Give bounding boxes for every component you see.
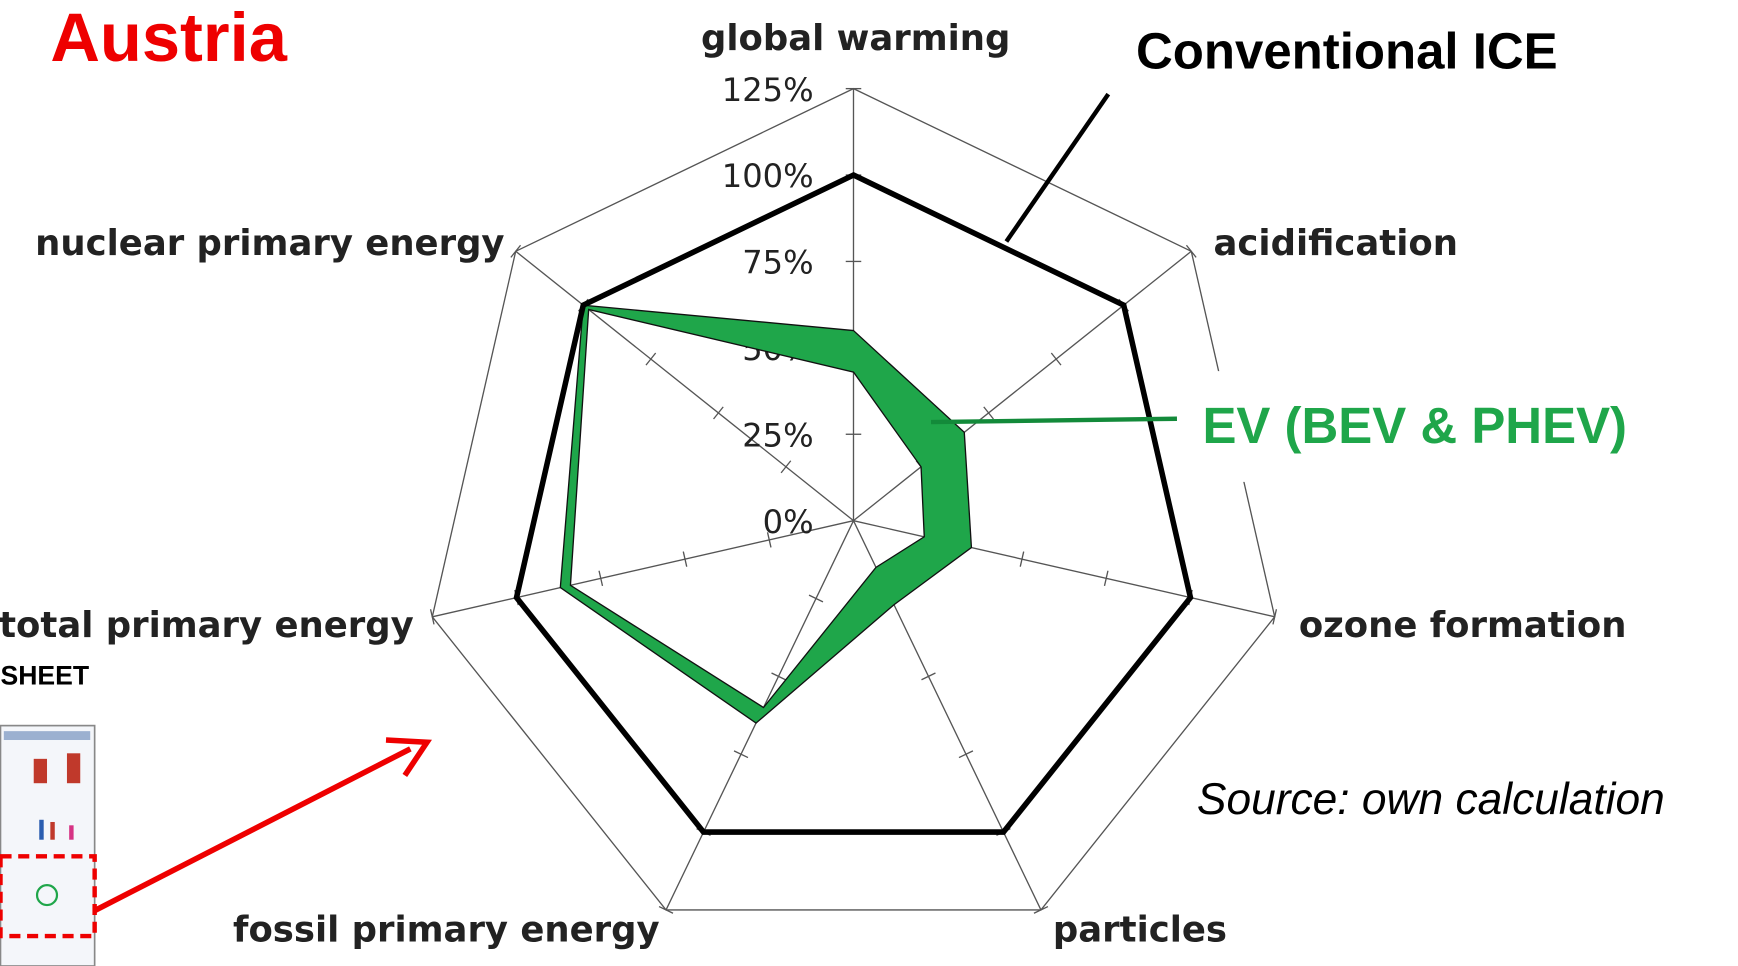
ev-pointer: [931, 416, 1177, 425]
label-backdrop: [1176, 371, 1738, 482]
radar-frame: [431, 87, 1276, 911]
y-tick-label: 25%: [742, 416, 813, 454]
tick-mark: [713, 406, 724, 420]
spoke: [853, 250, 1192, 522]
series-label: Conventional ICE: [1136, 23, 1558, 80]
category-label: total primary energy: [0, 605, 414, 646]
tick-mark: [1019, 551, 1025, 567]
tick-mark: [598, 570, 604, 587]
y-tick-label: 0%: [763, 503, 814, 541]
ice-line: [513, 171, 1194, 835]
category-label: fossil primary energy: [233, 910, 660, 951]
tick-mark: [1033, 905, 1049, 914]
tick-mark: [510, 244, 522, 258]
radar-plot: 0%25%50%75%100%125%global warmingacidifi…: [0, 18, 1738, 951]
tick-mark: [983, 406, 994, 420]
category-label: ozone formation: [1299, 605, 1627, 646]
tick-mark: [1103, 570, 1109, 587]
tick-mark: [645, 352, 657, 366]
tick-mark: [766, 532, 772, 548]
label-backdrop: [1183, 764, 1738, 820]
tick-mark: [780, 460, 792, 474]
category-label: nuclear primary energy: [35, 223, 504, 264]
tick-mark: [771, 672, 786, 681]
tick-mark: [1185, 244, 1197, 258]
category-label: particles: [1053, 910, 1227, 951]
tick-mark: [1272, 609, 1278, 625]
y-tick-label: 100%: [722, 157, 814, 195]
tick-mark: [1050, 352, 1062, 366]
sheet-label: SHEET: [0, 661, 89, 691]
category-label: acidification: [1214, 223, 1458, 264]
sheet-thumbnail: [0, 724, 432, 966]
tick-mark: [808, 594, 824, 603]
ice-pointer: [1004, 92, 1111, 243]
spoke: [515, 250, 854, 522]
tick-mark: [921, 672, 936, 681]
tick-mark: [682, 551, 688, 567]
tick-mark: [733, 750, 749, 759]
y-tick-label: 125%: [722, 71, 814, 109]
chart-title: Austria: [50, 0, 287, 76]
ev-band: [559, 304, 973, 724]
series-label: EV (BEV & PHEV): [1202, 397, 1627, 454]
tick-mark: [429, 609, 435, 625]
tick-mark: [658, 905, 674, 914]
source-note: Source: own calculation: [1197, 775, 1665, 824]
y-tick-label: 75%: [742, 244, 813, 282]
tick-mark: [958, 750, 974, 759]
category-label: global warming: [701, 18, 1010, 59]
spoke: [432, 520, 854, 618]
